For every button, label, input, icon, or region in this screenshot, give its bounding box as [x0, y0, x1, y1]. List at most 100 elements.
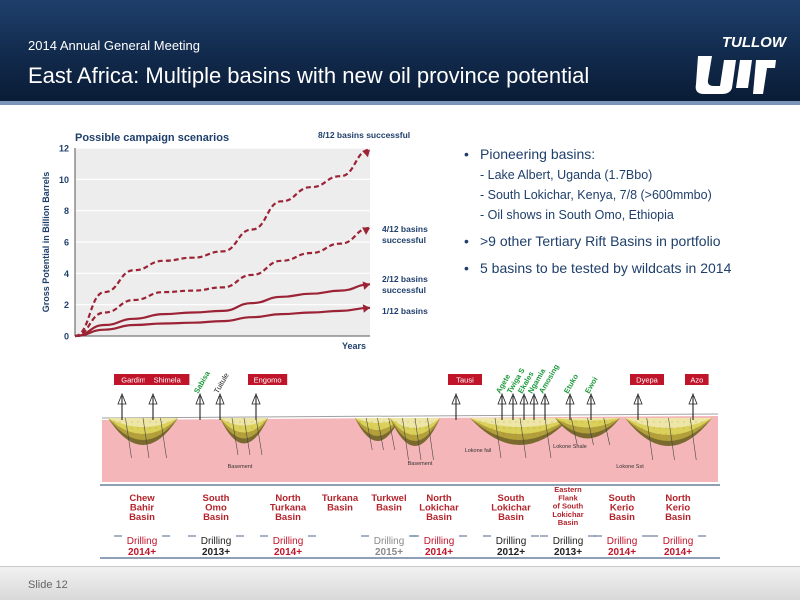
series-label: successful [382, 235, 426, 245]
fault-line [231, 417, 239, 456]
drilling-year: 2014+ [664, 547, 692, 558]
series-arrowhead-4 [362, 304, 370, 313]
drilling-year: 2014+ [425, 547, 453, 558]
basin-name: Basin [498, 512, 524, 523]
drilling-status: Drilling [607, 536, 638, 547]
basin-name: Basin [203, 512, 229, 523]
basin-name: South [609, 493, 636, 504]
basin-name: Lokichar [552, 510, 583, 519]
well-label: Azo [690, 376, 703, 385]
basin-name: Basin [275, 512, 301, 523]
basin-name: Lokichar [491, 503, 531, 514]
fault-line [603, 417, 611, 446]
header-divider [0, 101, 800, 105]
basin-name: Flank [558, 493, 578, 502]
fault-line [125, 417, 132, 459]
well-label-box [630, 374, 664, 385]
well-label: Engomo [254, 376, 282, 385]
y-tick-label: 10 [59, 175, 69, 185]
drilling-status: Drilling [374, 536, 405, 547]
drilling-year: 2015+ [375, 547, 403, 558]
basin-cross-section: Basement Basement Lokone fail Lokone Shale L… [100, 362, 720, 559]
fault-line [365, 417, 373, 451]
series-label: successful [382, 285, 426, 295]
y-axis-label: Gross Potential in Billion Barrels [41, 172, 51, 313]
fault-line [646, 417, 654, 461]
series-label: 1/12 basins [382, 306, 428, 316]
basin-name: North [275, 493, 301, 504]
y-tick-label: 6 [64, 238, 69, 248]
section-annotation: Lokone Sst [616, 464, 644, 470]
drilling-status: Drilling [553, 536, 584, 547]
fault-line [377, 417, 384, 451]
fault-line [142, 417, 150, 459]
basin-name: Basin [609, 512, 635, 523]
basin-name: Basin [665, 512, 691, 523]
basin-name: South [498, 493, 525, 504]
x-axis-label: Years [342, 341, 366, 351]
well-label: Gardim [121, 376, 146, 385]
tullow-logo: TULLOW plc [695, 34, 788, 94]
basin-name: Lokichar [419, 503, 459, 514]
drilling-status: Drilling [273, 536, 304, 547]
well-label: Tausi [456, 376, 474, 385]
series-line-3 [74, 283, 371, 338]
drilling-year: 2013+ [202, 547, 230, 558]
well-label: Tuitule [212, 371, 231, 395]
basin-name: Turkana [270, 503, 307, 514]
series-line-4 [74, 306, 371, 338]
series-line-2 [74, 226, 371, 338]
well-label-box [145, 374, 190, 385]
drilling-status: Drilling [424, 536, 455, 547]
bullet-list: Pioneering basins: - Lake Albert, Uganda… [462, 144, 792, 279]
basin-name: Chew [129, 493, 155, 504]
well-label: Dyepa [636, 376, 659, 385]
fault-line [494, 417, 502, 459]
basin-name: Bahir [130, 503, 155, 514]
basin-name: Turkwel [371, 493, 406, 504]
series-arrowhead-2 [362, 227, 370, 235]
basin-name: North [665, 493, 691, 504]
series-arrowhead-3 [362, 281, 370, 290]
drilling-year: 2014+ [608, 547, 636, 558]
well-label: Etuko [562, 372, 580, 395]
basin-name: Basin [376, 503, 402, 514]
basin-name: Eastern [554, 485, 582, 494]
section-annotation: Basement [408, 461, 433, 467]
fault-line [402, 417, 409, 461]
fault-line [544, 417, 552, 459]
series-arrowhead-1 [362, 149, 370, 158]
sub-bullet-lake-albert: - Lake Albert, Uganda (1.7Bbo) [480, 168, 653, 182]
y-tick-label: 8 [64, 206, 69, 216]
bullet-pioneering: Pioneering basins: [462, 144, 792, 165]
fault-line [160, 417, 167, 459]
fault-line [689, 417, 697, 461]
drilling-status: Drilling [663, 536, 694, 547]
fault-line [255, 417, 263, 456]
well-label: Ewoi [583, 375, 600, 395]
slide-number: Slide 12 [28, 579, 68, 591]
pioneering-sublist: - Lake Albert, Uganda (1.7Bbo) - South L… [462, 165, 792, 225]
slide-title: East Africa: Multiple basins with new oi… [28, 63, 590, 88]
campaign-scenarios-chart: 0 2 4 6 8 10 12 Possible campaign scenarios Year… [41, 130, 428, 351]
section-annotation: Lokone Shale [553, 444, 587, 450]
basin-name: Basin [129, 512, 155, 523]
fault-line [570, 417, 578, 446]
well-label-box [114, 374, 154, 385]
well-label: Sabisa [192, 369, 212, 395]
basin-name: Kerio [666, 503, 690, 514]
drilling-status: Drilling [127, 536, 158, 547]
drilling-year: 2013+ [554, 547, 582, 558]
bullet-rift-basins: >9 other Tertiary Rift Basins in portfol… [462, 231, 792, 252]
basin-name: Basin [327, 503, 353, 514]
slide-header: 2014 Annual General Meeting East Africa:… [0, 0, 800, 101]
series-label: 4/12 basins [382, 224, 428, 234]
sub-bullet-south-omo: - Oil shows in South Omo, Ethiopia [480, 208, 674, 222]
basin-name: Omo [205, 503, 227, 514]
y-tick-label: 4 [64, 269, 69, 279]
chart-title: Possible campaign scenarios [75, 132, 229, 144]
surface-line [101, 413, 719, 419]
drilling-status: Drilling [496, 536, 527, 547]
y-tick-label: 12 [59, 144, 69, 154]
y-tick-label: 0 [64, 332, 69, 342]
